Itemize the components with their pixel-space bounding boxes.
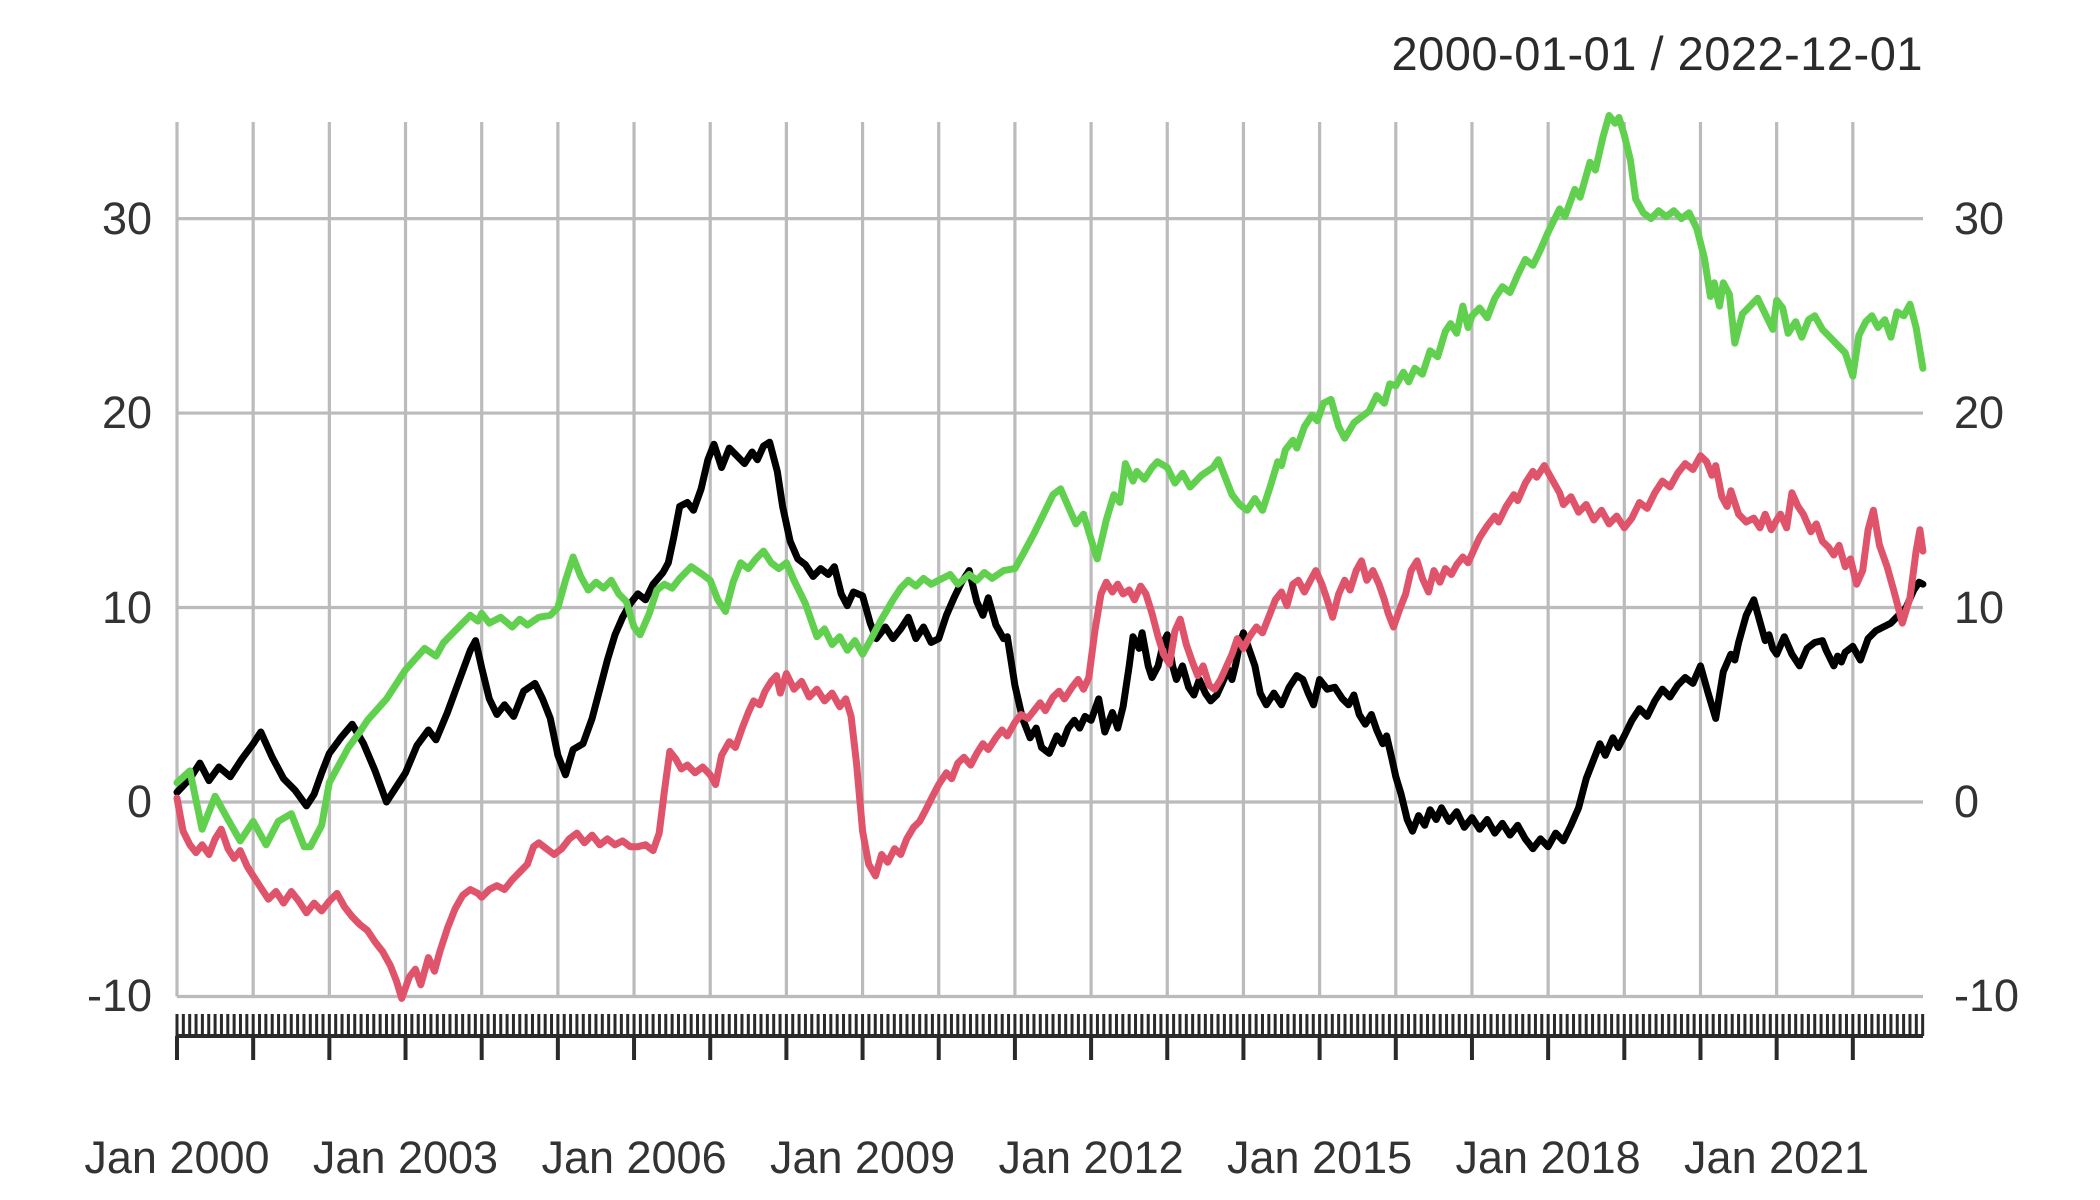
x-tick-label-2021: Jan 2021 bbox=[1684, 1132, 1870, 1183]
x-tick-label-2003: Jan 2003 bbox=[312, 1132, 499, 1183]
x-axis bbox=[175, 1014, 1925, 1060]
x-tick-label-2000: Jan 2000 bbox=[84, 1132, 270, 1183]
gridlines bbox=[175, 122, 1923, 999]
series-line-red bbox=[173, 452, 1927, 1002]
x-tick-label-2015: Jan 2015 bbox=[1227, 1132, 1413, 1183]
date-range-title: 2000-01-01 / 2022-12-01 bbox=[1391, 27, 1923, 80]
series-line-green bbox=[173, 112, 1927, 851]
data-lines bbox=[173, 112, 1927, 1002]
x-tick-label-2012: Jan 2012 bbox=[998, 1132, 1184, 1183]
y-tick-label-right-10: 10 bbox=[1954, 581, 2005, 633]
y-tick-label-left-10: 10 bbox=[101, 581, 152, 633]
y-tick-label-left-0: 0 bbox=[126, 776, 152, 827]
series-line-black bbox=[173, 438, 1927, 853]
y-tick-label-right-20: 20 bbox=[1954, 387, 2005, 439]
y-tick-label-left-20: 20 bbox=[101, 387, 152, 439]
x-tick-label-2009: Jan 2009 bbox=[769, 1132, 956, 1183]
y-tick-label-right--10: -10 bbox=[1954, 970, 2020, 1022]
x-tick-label-2018: Jan 2018 bbox=[1455, 1132, 1641, 1183]
y-tick-label-left-30: 30 bbox=[101, 192, 152, 244]
x-tick-label-2006: Jan 2006 bbox=[541, 1132, 727, 1183]
y-tick-label-right-30: 30 bbox=[1954, 192, 2005, 244]
y-tick-label-right-0: 0 bbox=[1954, 776, 1980, 827]
y-tick-label-left--10: -10 bbox=[86, 970, 152, 1022]
